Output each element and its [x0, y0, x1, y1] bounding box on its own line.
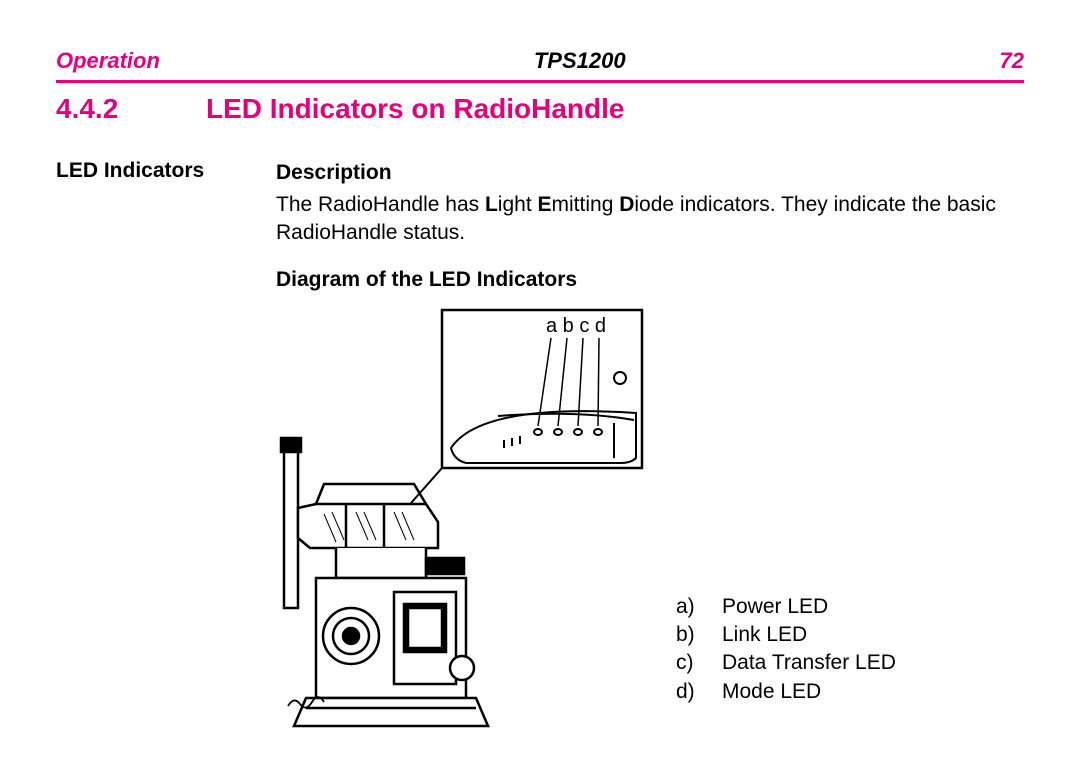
page-header: Operation TPS1200 72 — [56, 48, 1024, 74]
desc-prefix: The RadioHandle has — [276, 193, 485, 216]
legend-label: Data Transfer LED — [722, 649, 896, 677]
section-number: 4.4.2 — [56, 93, 206, 125]
acronym-L: Light — [485, 193, 538, 216]
legend-row-a: a) Power LED — [676, 593, 896, 621]
legend-letter: c) — [676, 649, 702, 677]
header-page-number: 72 — [1000, 48, 1024, 74]
acronym-D: Diode — [619, 193, 674, 216]
legend-label: Link LED — [722, 621, 807, 649]
diagram-legend: a) Power LED b) Link LED c) Data Transfe… — [676, 593, 896, 706]
header-left: Operation — [56, 48, 160, 74]
radiohandle-illustration: a b c d — [276, 308, 646, 728]
content-area: Description The RadioHandle has Light Em… — [276, 159, 1024, 728]
acronym-E: Emitting — [538, 193, 620, 216]
legend-label: Mode LED — [722, 678, 821, 706]
diagram-and-legend: a b c d — [276, 308, 1024, 728]
legend-label: Power LED — [722, 593, 828, 621]
legend-letter: a) — [676, 593, 702, 621]
header-rule — [56, 80, 1024, 83]
legend-row-b: b) Link LED — [676, 621, 896, 649]
legend-row-d: d) Mode LED — [676, 678, 896, 706]
legend-row-c: c) Data Transfer LED — [676, 649, 896, 677]
description-paragraph: The RadioHandle has Light Emitting Diode… — [276, 191, 1024, 248]
side-label: LED Indicators — [56, 159, 276, 728]
section-heading: 4.4.2 LED Indicators on RadioHandle — [56, 93, 1024, 125]
header-center: TPS1200 — [534, 48, 626, 74]
section-title: LED Indicators on RadioHandle — [206, 93, 624, 125]
legend-letter: b) — [676, 621, 702, 649]
diagram-heading: Diagram of the LED Indicators — [276, 266, 1024, 294]
callout-letters: a b c d — [546, 315, 606, 337]
legend-letter: d) — [676, 678, 702, 706]
description-heading: Description — [276, 159, 1024, 187]
led-indicator-diagram: a b c d — [276, 308, 646, 728]
